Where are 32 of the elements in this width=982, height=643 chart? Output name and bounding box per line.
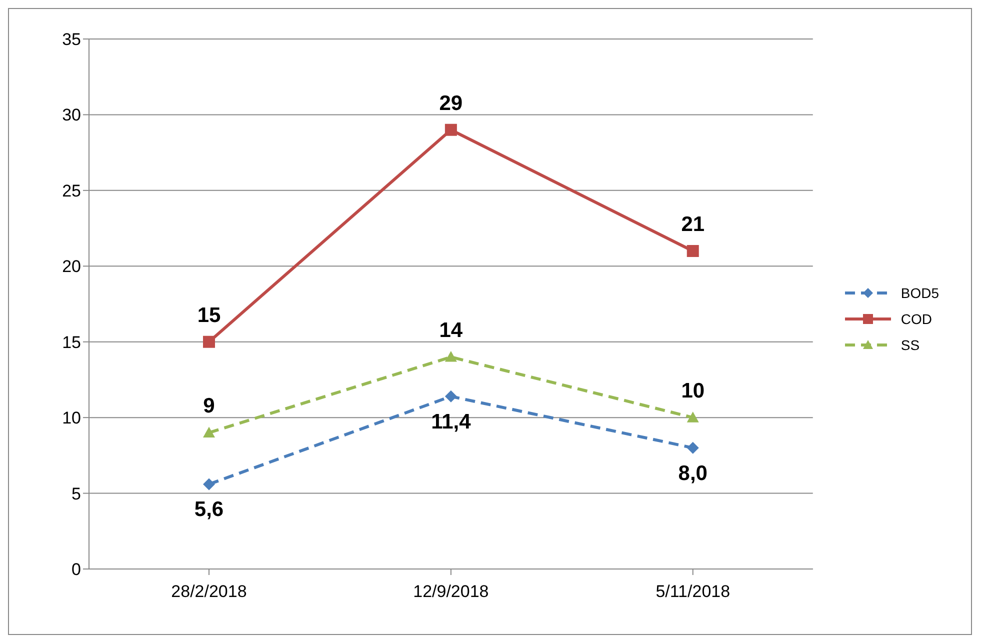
- point: [444, 390, 457, 402]
- y-tick-label: 5: [72, 484, 81, 504]
- y-tick-label: 25: [62, 181, 81, 200]
- legend-label: COD: [900, 311, 932, 327]
- y-tick-label: 20: [62, 257, 81, 276]
- point: [686, 442, 699, 454]
- data-label: 8,0: [678, 462, 708, 485]
- data-label: 14: [439, 319, 463, 342]
- point: [203, 336, 215, 348]
- x-tick-label: 12/9/2018: [413, 582, 489, 602]
- data-label: 9: [203, 394, 215, 418]
- y-tick-label: 35: [62, 30, 81, 50]
- point: [203, 478, 215, 490]
- x-tick-label: 28/2/2018: [171, 582, 247, 602]
- x-tick-label: 5/11/2018: [656, 582, 730, 602]
- point: [686, 245, 699, 257]
- point: [203, 426, 215, 438]
- y-tick-label: 10: [62, 408, 81, 428]
- point: [444, 351, 457, 362]
- y-tick-label: 30: [62, 106, 81, 125]
- data-label: 29: [439, 92, 463, 115]
- y-tick-label: 0: [72, 560, 81, 580]
- data-label: 5,6: [194, 498, 224, 522]
- data-label: 10: [681, 380, 705, 403]
- y-tick-label: 15: [62, 332, 81, 352]
- point: [444, 124, 457, 136]
- data-label: 21: [681, 213, 705, 236]
- data-label: 15: [197, 304, 221, 327]
- data-label: 11,4: [431, 410, 472, 434]
- legend-label: SS: [900, 337, 920, 353]
- legend-label: BOD5: [900, 285, 939, 301]
- point: [686, 412, 699, 422]
